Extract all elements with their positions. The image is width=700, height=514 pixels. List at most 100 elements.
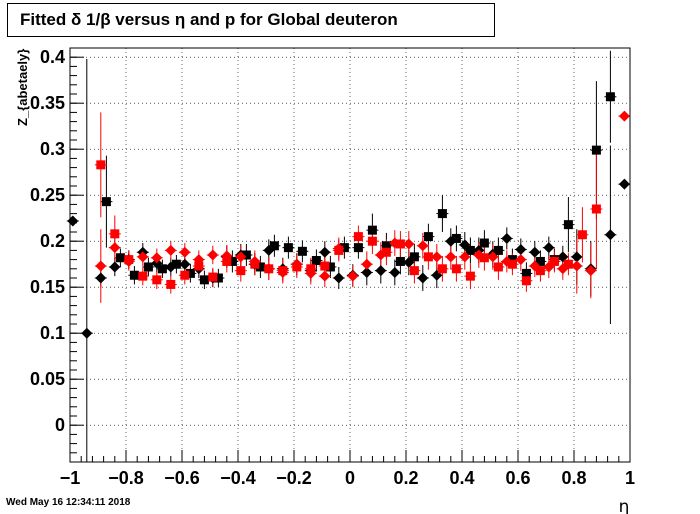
diamond-marker — [319, 246, 331, 258]
square-marker — [311, 256, 321, 266]
square-marker — [507, 259, 517, 269]
x-tick-label: 1 — [625, 468, 635, 488]
diamond-marker — [571, 251, 583, 263]
diamond-marker — [543, 242, 555, 254]
y-tick-label: 0.35 — [30, 93, 65, 113]
error-bars — [66, 50, 631, 462]
square-marker — [381, 241, 391, 251]
square-marker — [367, 236, 377, 246]
diamond-marker — [221, 250, 233, 262]
diamond-marker — [137, 251, 149, 263]
square-marker — [507, 255, 517, 265]
data-markers — [67, 92, 630, 339]
y-tick-label: 0.25 — [30, 185, 65, 205]
diamond-marker — [361, 266, 373, 278]
square-marker — [423, 232, 433, 242]
square-marker — [521, 276, 531, 286]
square-marker — [115, 253, 125, 263]
square-marker — [101, 197, 111, 207]
square-marker — [535, 266, 545, 276]
square-marker — [423, 252, 433, 262]
square-marker — [591, 145, 601, 155]
x-tick-label: 0.4 — [449, 468, 474, 488]
diamond-marker — [319, 270, 331, 282]
diamond-marker — [515, 243, 527, 255]
square-marker — [409, 266, 419, 276]
x-tick-label: 0.8 — [561, 468, 586, 488]
y-tick-label: 0.15 — [30, 277, 65, 297]
square-marker — [591, 204, 601, 214]
square-marker — [395, 256, 405, 266]
square-marker — [96, 160, 106, 170]
diamond-marker — [207, 249, 219, 261]
y-tick-labels: 0 0.05 0.1 0.15 0.2 0.25 0.3 0.35 0.4 — [30, 47, 65, 435]
square-marker — [395, 239, 405, 249]
diamond-marker — [604, 229, 616, 241]
diamond-marker — [501, 232, 513, 244]
diamond-marker — [585, 265, 597, 277]
diamond-marker — [618, 110, 630, 122]
x-tick-label: 0.2 — [393, 468, 418, 488]
square-marker — [535, 256, 545, 266]
square-marker — [325, 262, 335, 272]
square-marker — [166, 279, 176, 289]
square-marker — [157, 264, 167, 274]
square-marker — [367, 225, 377, 235]
y-axis-label: Z_{abetaely} — [15, 49, 30, 126]
diamond-marker — [515, 254, 527, 266]
square-marker — [194, 261, 204, 271]
diamond-marker — [417, 240, 429, 252]
square-marker — [138, 271, 148, 281]
diamond-marker — [95, 272, 107, 284]
x-tick-label: −0.4 — [220, 468, 256, 488]
square-marker — [236, 266, 246, 276]
diamond-marker — [109, 261, 121, 273]
square-marker — [222, 256, 232, 266]
square-marker — [292, 262, 302, 272]
diamond-marker — [67, 215, 79, 227]
square-marker — [208, 272, 218, 282]
square-marker — [437, 264, 447, 274]
diamond-marker — [361, 258, 373, 270]
square-marker — [143, 262, 153, 272]
x-tick-label: −1 — [60, 468, 81, 488]
square-marker — [241, 250, 251, 260]
square-marker — [577, 230, 587, 240]
square-marker — [124, 255, 134, 265]
square-marker — [493, 245, 503, 255]
diamond-marker — [445, 251, 457, 263]
square-marker — [264, 264, 274, 274]
square-marker — [213, 273, 223, 283]
square-marker — [521, 268, 531, 278]
square-marker — [320, 261, 330, 271]
x-tick-label: −0.2 — [276, 468, 312, 488]
x-tick-labels: −1 −0.8 −0.6 −0.4 −0.2 0 0.2 0.4 0.6 0.8 1 — [60, 468, 635, 488]
y-tick-label: 0.4 — [40, 47, 65, 67]
diamond-marker — [165, 244, 177, 256]
square-marker — [185, 268, 195, 278]
square-marker — [306, 264, 316, 274]
y-tick-label: 0.2 — [40, 231, 65, 251]
diamond-marker — [81, 327, 93, 339]
square-marker — [381, 247, 391, 257]
square-marker — [278, 266, 288, 276]
x-tick-label: 0 — [345, 468, 355, 488]
square-marker — [180, 270, 190, 280]
square-marker — [353, 243, 363, 253]
square-marker — [493, 262, 503, 272]
square-marker — [465, 245, 475, 255]
square-marker — [451, 233, 461, 243]
square-marker — [199, 275, 209, 285]
diamond-marker — [179, 246, 191, 258]
grid-lines — [69, 48, 631, 462]
x-axis-label: η — [619, 497, 630, 514]
diamond-marker — [109, 242, 121, 254]
diamond-marker — [235, 251, 247, 263]
square-marker — [334, 245, 344, 255]
x-tick-label: 0.6 — [505, 468, 530, 488]
diamond-marker — [95, 260, 107, 272]
square-marker — [227, 256, 237, 266]
square-marker — [563, 259, 573, 269]
square-marker — [339, 243, 349, 253]
diamond-marker — [557, 251, 569, 263]
